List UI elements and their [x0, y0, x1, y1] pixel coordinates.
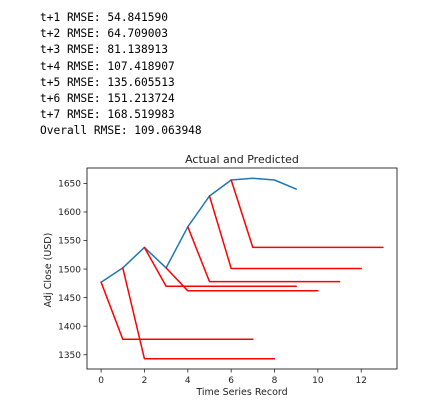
rmse-line-overall: Overall RMSE: 109.063948: [40, 124, 202, 138]
x-tick-label: 10: [312, 376, 324, 386]
x-tick-label: 12: [356, 376, 367, 386]
y-tick-label: 1550: [58, 237, 81, 247]
x-tick-label: 6: [228, 376, 234, 386]
y-tick-label: 1650: [58, 180, 81, 190]
x-tick-label: 0: [98, 376, 104, 386]
x-axis-ticks: 0 2 4 6 8 10 12: [98, 369, 367, 386]
plot-frame: [86, 167, 398, 370]
predicted-series-line-2: [122, 267, 276, 360]
rmse-console-output: t+1 RMSE: 54.841590 t+2 RMSE: 64.709003 …: [40, 10, 202, 140]
predicted-series-line-4: [165, 267, 319, 292]
plot-area: [100, 177, 384, 360]
rmse-line-t5: t+5 RMSE: 135.605513: [40, 75, 175, 89]
x-tick-label: 4: [185, 376, 191, 386]
x-tick-label: 8: [272, 376, 278, 386]
rmse-line-t2: t+2 RMSE: 64.709003: [40, 27, 168, 41]
y-axis-label: Adj Close (USD): [43, 233, 54, 308]
y-tick-label: 1400: [58, 322, 81, 332]
predicted-series-line-1: [100, 281, 254, 341]
predicted-series-line-7: [230, 179, 384, 249]
rmse-line-t1: t+1 RMSE: 54.841590: [40, 11, 168, 24]
y-tick-label: 1600: [58, 208, 81, 218]
y-tick-label: 1450: [58, 294, 81, 304]
y-axis-ticks: 1350 1400 1450 1500 1550 1600 1650: [58, 180, 87, 361]
rmse-line-t6: t+6 RMSE: 151.213724: [40, 92, 175, 106]
predicted-series-line-3: [143, 246, 297, 287]
rmse-line-t3: t+3 RMSE: 81.138913: [40, 43, 168, 57]
y-tick-label: 1500: [58, 265, 81, 275]
actual-series-line: [100, 177, 297, 283]
x-axis-label: Time Series Record: [195, 387, 287, 398]
y-tick-label: 1350: [58, 351, 81, 361]
chart-title: Actual and Predicted: [185, 153, 299, 166]
predicted-series-line-6: [208, 195, 362, 270]
predicted-series-line-5: [187, 226, 341, 283]
rmse-line-t7: t+7 RMSE: 168.519983: [40, 108, 175, 122]
x-tick-label: 2: [142, 376, 148, 386]
rmse-line-t4: t+4 RMSE: 107.418907: [40, 59, 175, 73]
